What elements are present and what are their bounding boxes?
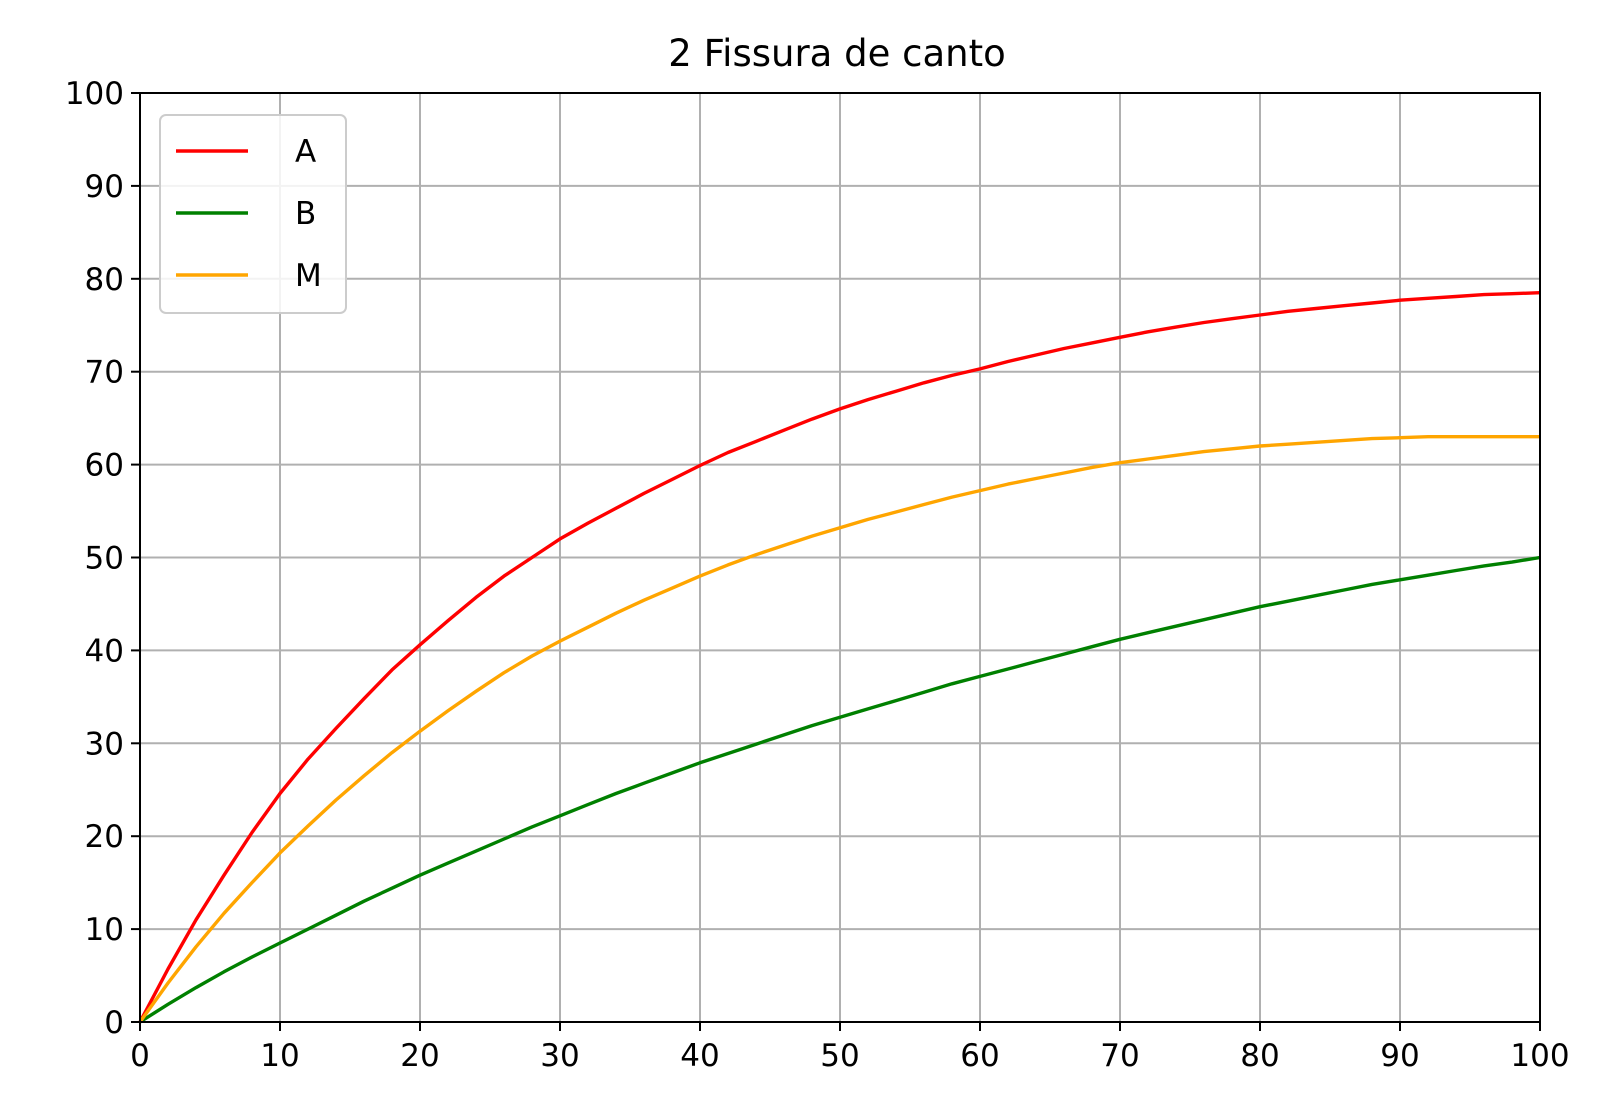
x-tick-label: 90 [1380, 1038, 1419, 1074]
x-tick-label: 0 [130, 1038, 150, 1074]
legend-label: M [295, 258, 322, 294]
y-tick-label: 80 [85, 262, 124, 298]
series-line-b [139, 555, 1541, 1024]
legend-label: B [295, 196, 316, 232]
legend-label: A [295, 134, 316, 170]
x-tick-label: 50 [820, 1038, 859, 1074]
y-tick-label: 40 [85, 633, 124, 669]
x-tick-label: 10 [260, 1038, 299, 1074]
x-tick-label: 20 [400, 1038, 439, 1074]
x-tick-label: 40 [680, 1038, 719, 1074]
series-line-a [138, 291, 1541, 1023]
legend-box [159, 114, 347, 314]
x-tick-label: 70 [1100, 1038, 1139, 1074]
x-tick-label: 80 [1240, 1038, 1279, 1074]
y-tick-label: 30 [85, 726, 124, 762]
series-lines [138, 291, 1541, 1024]
x-tick-label: 30 [540, 1038, 579, 1074]
y-tick-label: 0 [104, 1005, 124, 1041]
y-tick-label: 70 [85, 355, 124, 391]
legend: ABM [159, 114, 347, 314]
series-line-m [138, 435, 1540, 1023]
chart-title: 2 Fissura de canto [668, 32, 1005, 75]
y-tick-label: 10 [85, 912, 124, 948]
x-axis: 0 10 20 30 40 50 60 70 80 90 100 [130, 1022, 1570, 1074]
y-axis: 0 10 20 30 40 50 60 70 80 90 100 [65, 76, 140, 1041]
y-tick-label: 60 [85, 448, 124, 484]
y-tick-label: 100 [65, 76, 124, 112]
y-tick-label: 50 [85, 541, 124, 577]
y-tick-label: 20 [85, 819, 124, 855]
x-tick-label: 100 [1510, 1038, 1569, 1074]
x-tick-label: 60 [960, 1038, 999, 1074]
y-tick-label: 90 [85, 169, 124, 205]
